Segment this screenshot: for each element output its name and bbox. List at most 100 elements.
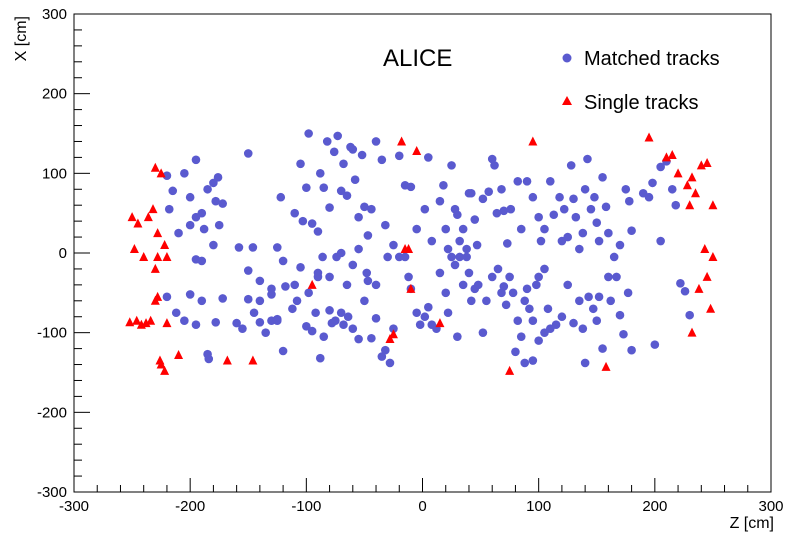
matched-track-point <box>441 224 451 234</box>
matched-track-point <box>492 208 502 218</box>
matched-track-point <box>455 236 464 246</box>
matched-track-point <box>557 312 567 322</box>
matched-track-point <box>621 184 631 194</box>
matched-track-point <box>315 353 325 363</box>
matched-track-point <box>420 312 430 322</box>
matched-track-point <box>598 344 607 353</box>
matched-track-point <box>482 296 491 306</box>
matched-track-point <box>211 318 221 327</box>
single-track-point <box>696 160 706 170</box>
matched-track-point <box>322 137 332 146</box>
legend: Matched tracks Single tracks <box>562 48 720 114</box>
matched-track-point <box>243 266 253 275</box>
matched-track-point <box>520 296 530 306</box>
single-track-point <box>702 157 712 167</box>
matched-track-point <box>497 184 506 194</box>
single-track-point <box>673 168 683 178</box>
y-tick-label: -200 <box>37 404 67 421</box>
matched-track-point <box>203 184 212 194</box>
matched-track-point <box>644 192 654 202</box>
single-track-point <box>132 315 142 325</box>
single-track-point <box>406 283 416 293</box>
matched-track-point <box>505 272 514 282</box>
single-track-point <box>148 204 158 214</box>
matched-track-point <box>424 153 433 162</box>
single-track-point <box>129 244 139 254</box>
matched-track-point <box>290 280 300 290</box>
matched-track-point <box>180 169 189 178</box>
matched-track-point <box>311 308 320 318</box>
matched-track-point <box>199 224 209 234</box>
matched-track-point <box>348 145 358 154</box>
matched-track-point <box>648 178 657 188</box>
matched-track-point <box>534 272 543 282</box>
matched-track-point <box>506 204 516 214</box>
single-track-point <box>153 228 163 238</box>
matched-track-point <box>278 346 288 356</box>
matched-track-point <box>255 318 265 327</box>
single-track-point <box>160 240 170 250</box>
matched-track-point <box>545 177 555 186</box>
matched-track-point <box>462 252 471 262</box>
matched-track-point <box>493 264 503 274</box>
matched-track-point <box>563 232 573 242</box>
matched-track-point <box>197 296 207 306</box>
series-single-tracks <box>125 132 718 375</box>
single-track-point <box>505 365 515 375</box>
matched-track-point <box>575 296 584 306</box>
x-axis-label: Z [cm] <box>730 515 774 532</box>
single-track-point <box>687 327 697 337</box>
matched-track-point <box>290 208 300 218</box>
single-track-point <box>682 180 692 190</box>
matched-track-point <box>302 183 311 192</box>
single-track-point <box>307 279 317 289</box>
matched-track-point <box>362 268 372 278</box>
matched-track-point <box>534 212 543 222</box>
matched-track-point <box>357 150 367 160</box>
matched-track-point <box>348 260 358 270</box>
matched-track-point <box>435 196 445 206</box>
matched-track-point <box>615 240 625 250</box>
matched-track-point <box>174 228 183 238</box>
x-axis-ticks: -300 -200 -100 0 100 200 300 <box>59 478 784 515</box>
matched-track-point <box>389 324 398 333</box>
single-track-point <box>150 162 160 172</box>
matched-track-point <box>569 318 578 328</box>
matched-track-point <box>342 280 352 290</box>
matched-track-point <box>598 173 607 182</box>
single-track-point <box>156 168 166 178</box>
matched-track-point <box>453 332 462 341</box>
single-track-point <box>150 263 160 273</box>
single-track-point <box>133 218 143 228</box>
matched-track-point <box>466 188 476 198</box>
matched-track-point <box>470 215 480 224</box>
x-tick-label: 300 <box>758 498 783 515</box>
matched-track-point <box>272 316 282 326</box>
matched-track-point <box>578 228 588 238</box>
matched-track-point <box>371 314 381 323</box>
matched-track-point <box>592 218 602 228</box>
matched-track-point <box>261 328 270 337</box>
matched-track-point <box>325 306 334 315</box>
matched-track-point <box>319 332 329 341</box>
matched-track-point <box>563 280 573 290</box>
matched-track-point <box>377 155 387 165</box>
single-track-point <box>708 200 718 210</box>
matched-track-point <box>623 288 633 298</box>
single-track-point <box>397 136 407 146</box>
single-track-point <box>706 303 716 313</box>
matched-track-point <box>586 204 596 214</box>
matched-track-point <box>302 321 311 331</box>
single-track-point <box>435 318 445 328</box>
matched-track-point <box>540 264 549 274</box>
single-track-point <box>388 329 398 339</box>
single-track-point <box>222 355 232 365</box>
matched-track-point <box>540 224 549 234</box>
matched-track-point <box>180 316 189 326</box>
single-track-point <box>146 315 156 325</box>
matched-track-point <box>162 171 172 181</box>
matched-track-point <box>478 328 488 337</box>
matched-track-point <box>367 333 376 343</box>
matched-track-point <box>336 308 346 318</box>
single-track-point <box>141 318 151 328</box>
